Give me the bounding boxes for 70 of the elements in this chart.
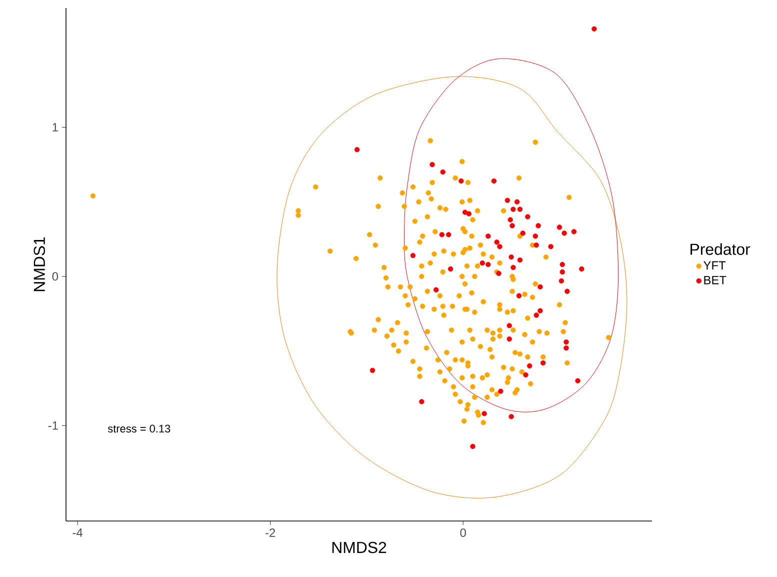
point	[440, 169, 446, 175]
point	[560, 262, 565, 268]
annotation: stress = 0.13	[108, 424, 170, 433]
point	[446, 232, 452, 238]
point	[506, 323, 512, 328]
point	[494, 240, 500, 245]
y-tick-label: 0	[52, 272, 58, 281]
point	[556, 224, 562, 230]
point	[448, 266, 454, 272]
point	[498, 388, 504, 394]
point	[523, 372, 528, 378]
y-tick-label: 1	[52, 123, 58, 132]
point	[370, 368, 376, 373]
point	[486, 262, 491, 268]
point	[520, 230, 526, 236]
point	[506, 336, 512, 342]
point	[508, 414, 514, 420]
point	[480, 260, 485, 266]
point	[510, 206, 516, 212]
point	[510, 223, 515, 228]
point	[538, 284, 543, 290]
point	[538, 308, 543, 314]
point	[491, 178, 497, 184]
point	[575, 378, 580, 384]
point	[497, 244, 502, 250]
point	[536, 223, 541, 228]
point	[514, 199, 520, 204]
point	[579, 266, 584, 272]
point	[470, 444, 476, 450]
x-axis-title: NMDS2	[332, 542, 386, 554]
y-tick-label: -1	[48, 421, 58, 430]
point	[592, 26, 597, 32]
point	[434, 287, 439, 292]
point	[560, 269, 565, 275]
point	[564, 288, 570, 294]
legend-label: YFT	[704, 261, 726, 270]
point	[486, 234, 491, 239]
point	[548, 244, 554, 250]
point	[558, 278, 564, 284]
point	[517, 206, 523, 212]
point	[532, 234, 538, 239]
point	[504, 198, 510, 203]
point	[525, 214, 530, 220]
point	[510, 264, 516, 270]
point	[410, 252, 416, 258]
legend-title: Predator	[690, 243, 750, 255]
point	[430, 162, 435, 168]
x-tick-label: 0	[460, 528, 466, 537]
point	[540, 360, 546, 366]
point	[527, 363, 532, 368]
point	[517, 257, 523, 263]
point	[534, 242, 539, 248]
point	[419, 399, 424, 404]
point	[482, 411, 487, 416]
x-tick-label: -4	[72, 528, 83, 537]
point	[562, 230, 567, 236]
point	[571, 229, 577, 234]
point	[508, 254, 514, 260]
point	[564, 345, 569, 351]
point	[466, 211, 472, 216]
point	[534, 312, 539, 318]
point	[439, 232, 444, 238]
point	[458, 178, 464, 184]
y-axis-title: NMDS1	[34, 237, 46, 292]
point	[354, 147, 360, 152]
x-tick-label: -2	[266, 528, 276, 537]
point	[564, 339, 569, 345]
point	[508, 217, 513, 222]
point	[516, 293, 522, 298]
legend-label: BET	[704, 276, 726, 284]
